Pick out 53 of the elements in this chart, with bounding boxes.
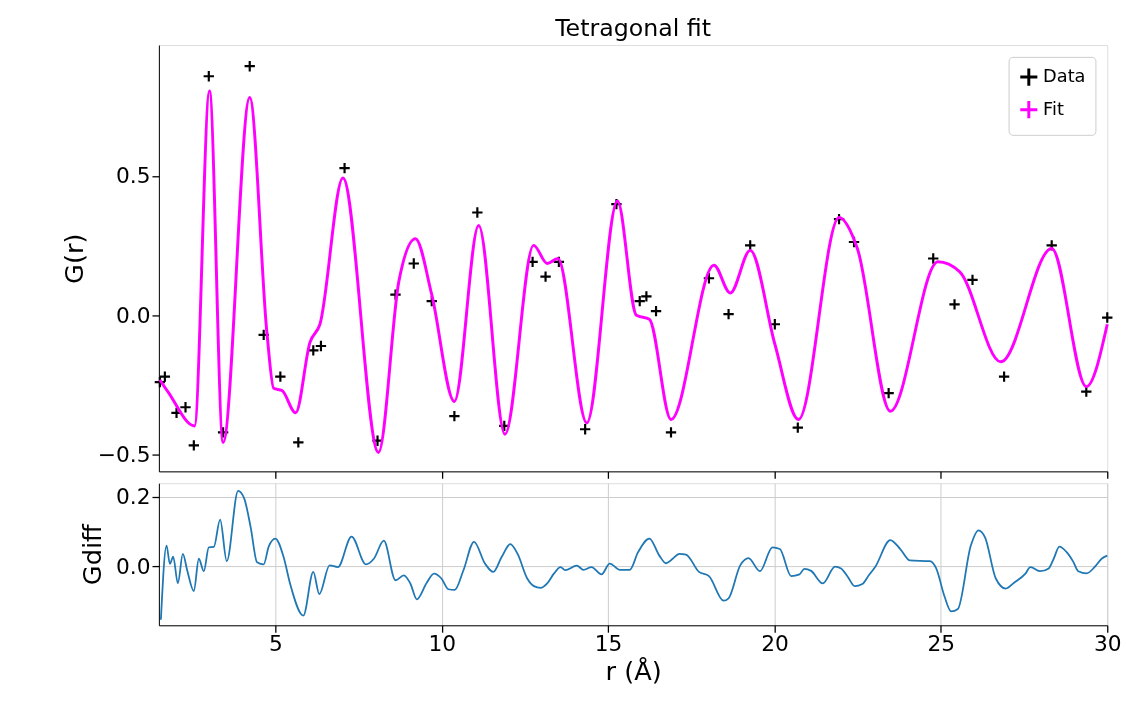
point — [274, 370, 287, 383]
point — [179, 401, 192, 414]
point — [578, 423, 592, 436]
point — [649, 304, 663, 318]
x-tick-label: 20 — [761, 631, 789, 657]
point — [448, 409, 461, 423]
point — [389, 288, 402, 301]
point — [338, 161, 351, 175]
point — [243, 59, 256, 73]
point — [640, 290, 653, 303]
point — [997, 370, 1011, 383]
y-tick-label: 0.5 — [115, 163, 151, 189]
chart-title: Tetragonal fit — [554, 14, 711, 43]
point — [153, 375, 167, 389]
point — [552, 255, 566, 269]
point — [948, 298, 961, 311]
x-tick-label: 25 — [927, 631, 956, 657]
point — [633, 294, 646, 308]
line-series — [158, 89, 1109, 454]
point — [610, 197, 623, 211]
point — [407, 257, 421, 270]
point — [1045, 239, 1058, 252]
point — [216, 426, 230, 439]
point — [791, 421, 805, 434]
line-series — [159, 489, 1109, 621]
y-tick-label: −0.5 — [97, 442, 151, 468]
point — [882, 386, 895, 400]
point — [664, 426, 678, 439]
x-tick-label: 5 — [268, 631, 283, 657]
y-tick-label: 0.0 — [115, 553, 151, 579]
point — [314, 339, 328, 353]
point — [966, 273, 979, 287]
y-tick-label: 0.2 — [115, 484, 151, 510]
x-axis-title: r (Å) — [605, 656, 662, 687]
point — [702, 271, 716, 285]
point — [743, 239, 757, 252]
x-tick-label: 30 — [1093, 631, 1122, 657]
y-tick-label: 0.0 — [115, 302, 151, 328]
x-tick-label: 15 — [594, 631, 623, 657]
legend-label: Fit — [1043, 98, 1064, 119]
point — [187, 439, 201, 452]
legend-label: Data — [1043, 66, 1086, 87]
point — [292, 436, 305, 449]
point — [202, 69, 216, 83]
point — [926, 252, 940, 265]
y-axis-title: G(r) — [58, 233, 89, 284]
point — [722, 307, 735, 321]
point — [539, 270, 552, 283]
x-tick-label: 10 — [428, 631, 457, 657]
y-axis-title: Gdiff — [77, 522, 108, 586]
point — [1101, 311, 1114, 324]
point — [471, 206, 484, 219]
point — [158, 370, 172, 383]
